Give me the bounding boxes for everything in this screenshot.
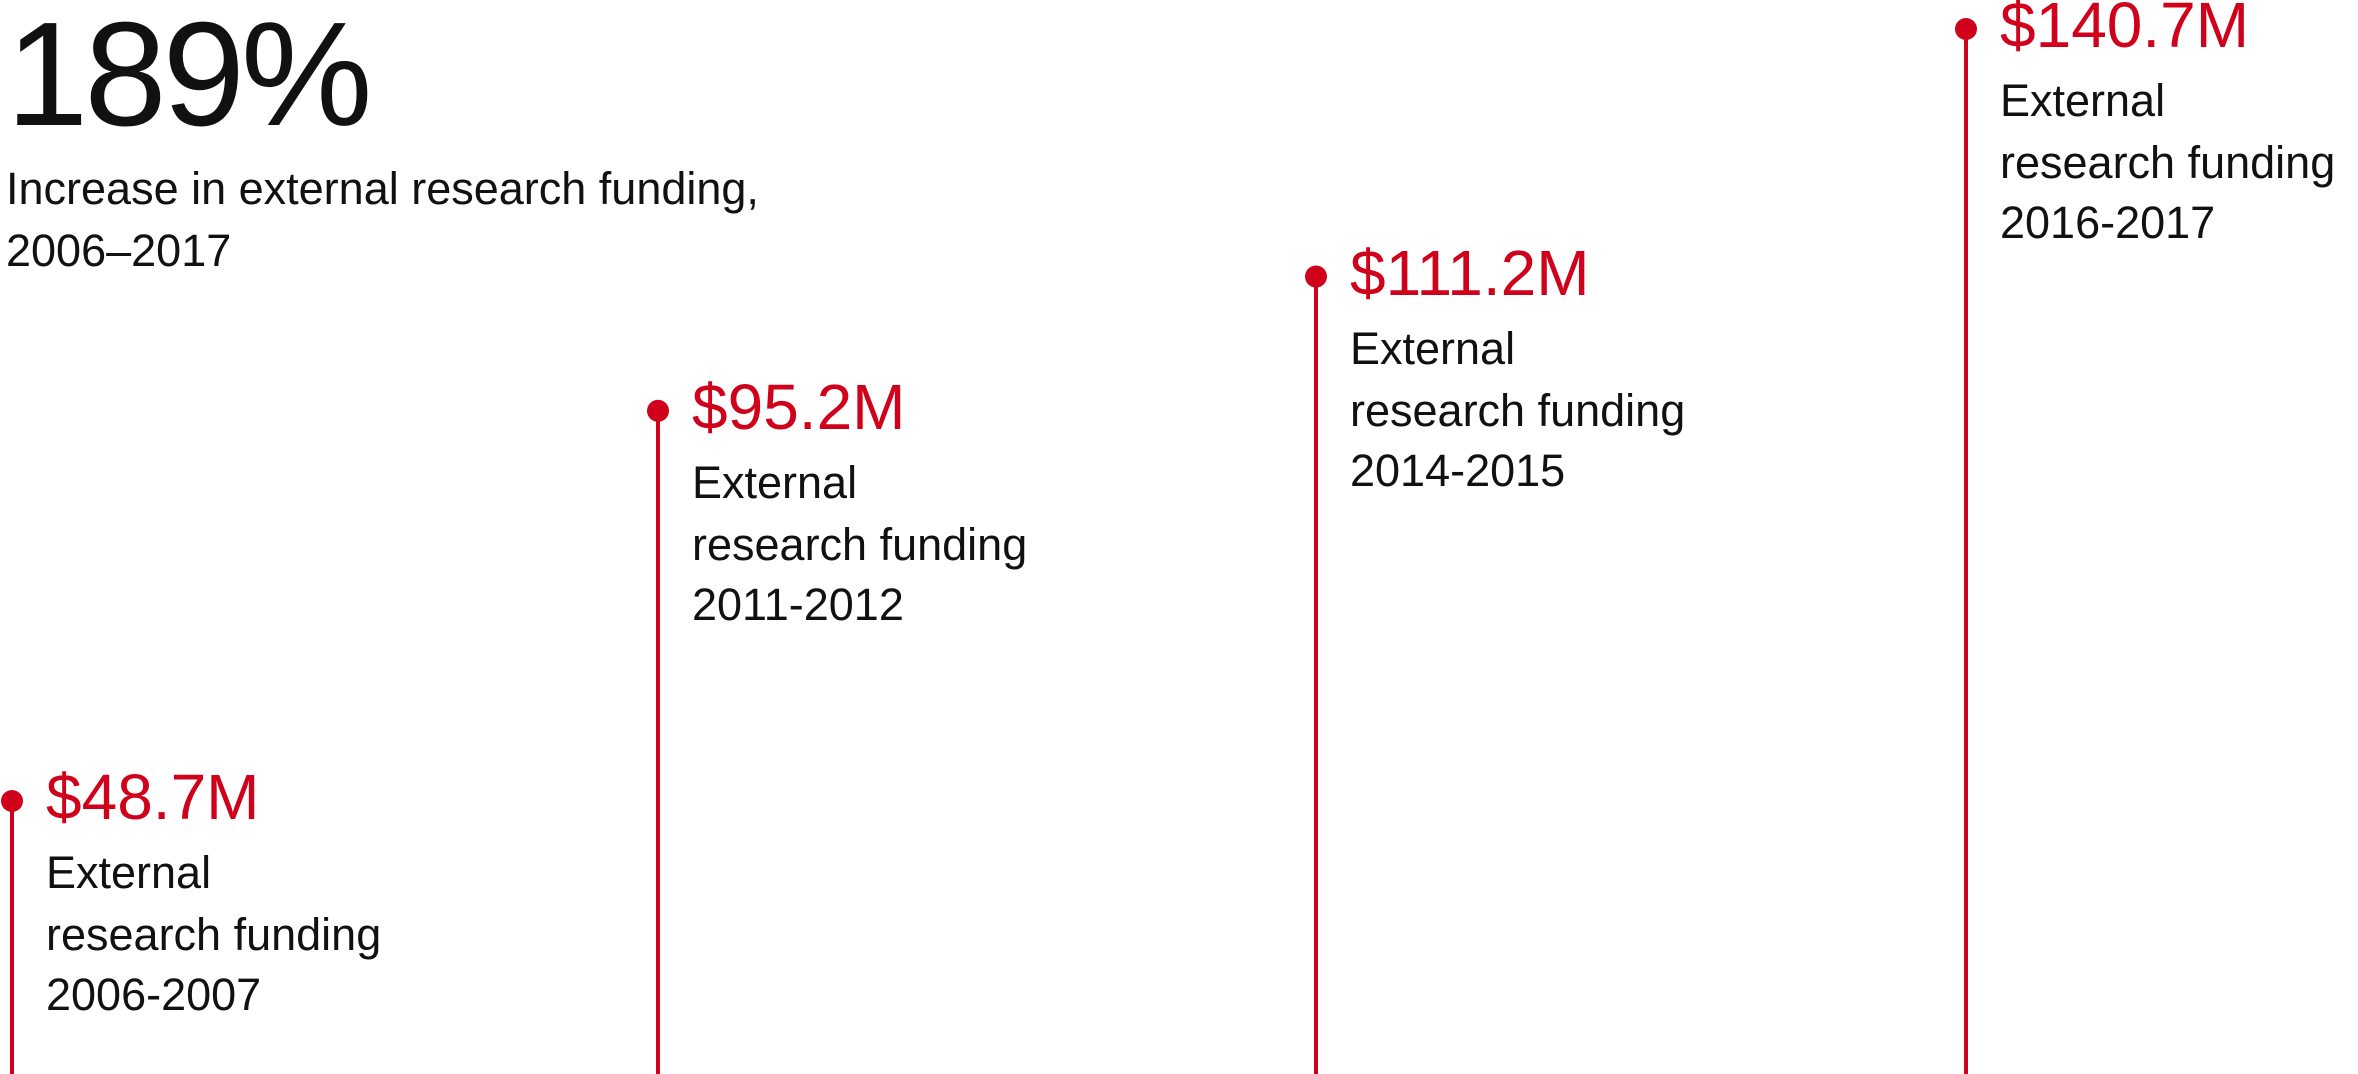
value-label: $48.7M: [46, 761, 260, 833]
headline-block: 189% Increase in external research fundi…: [6, 0, 906, 282]
label-line2: research funding: [1350, 384, 1686, 436]
label-line2: research funding: [46, 909, 382, 960]
category-label: External research funding 2014-2015: [1350, 318, 1750, 500]
label-line1: External: [692, 456, 858, 508]
label-line1: External: [2000, 75, 2166, 126]
dot-2016-2017: [1955, 18, 1977, 40]
label-line1: External: [1350, 322, 1516, 374]
headline-caption-line2: 2006–2017: [6, 225, 232, 276]
headline-caption-line1: Increase in external research funding,: [6, 163, 759, 214]
funding-item-2011-2012: $95.2M External research funding 2011-2012: [692, 372, 1092, 634]
dot-2006-2007: [1, 790, 23, 812]
value-label: $140.7M: [2000, 0, 2250, 61]
tick-label: 2016-2017: [2000, 197, 2216, 248]
value-label: $95.2M: [692, 370, 906, 443]
funding-item-2006-2007: $48.7M External research funding 2006-2007: [46, 762, 446, 1024]
dot-2014-2015: [1305, 265, 1327, 288]
increase-percentage: 189%: [6, 0, 373, 157]
category-label: External research funding 2006-2007: [46, 842, 446, 1024]
label-line2: research funding: [2000, 137, 2336, 188]
funding-item-2014-2015: $111.2M External research funding 2014-2015: [1350, 238, 1750, 500]
label-line1: External: [46, 847, 212, 898]
dot-2011-2012: [647, 399, 669, 422]
category-label: External research funding 2016-2017: [2000, 70, 2358, 252]
label-line2: research funding: [692, 518, 1028, 570]
funding-item-2016-2017: $140.7M External research funding 2016-2017: [2000, 0, 2358, 252]
tick-label: 2011-2012: [692, 578, 904, 630]
category-label: External research funding 2011-2012: [692, 452, 1092, 634]
value-label: $111.2M: [1350, 236, 1590, 309]
tick-label: 2014-2015: [1350, 444, 1566, 496]
tick-label: 2006-2007: [46, 969, 262, 1020]
headline-caption: Increase in external research funding, 2…: [6, 158, 906, 282]
